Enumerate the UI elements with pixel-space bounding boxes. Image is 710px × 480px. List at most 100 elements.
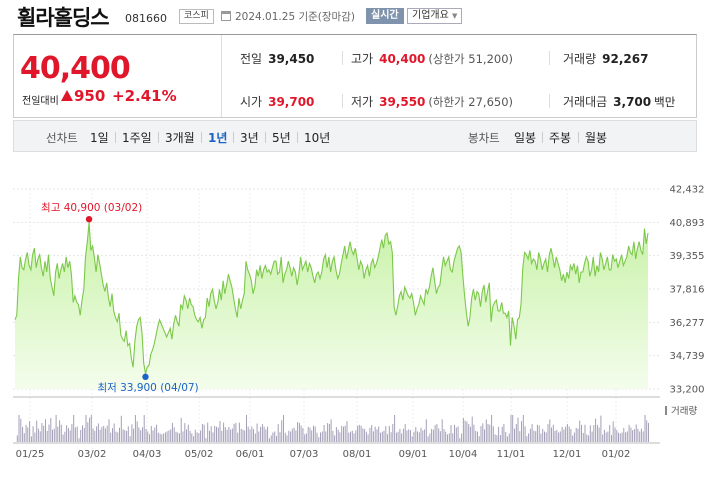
volume-bar: [425, 419, 427, 442]
volume-bar: [482, 423, 484, 442]
volume-bar: [454, 424, 455, 442]
volume-bar: [175, 431, 177, 442]
x-tick-label: 01/25: [16, 449, 45, 460]
period-1w[interactable]: 1주일: [122, 131, 152, 145]
volume-bar: [207, 422, 209, 442]
volume-bar: [540, 433, 542, 442]
volume-bar: [415, 427, 417, 442]
volume-bar: [471, 416, 473, 442]
volume-bar: [616, 430, 618, 442]
volume-bar: [267, 426, 269, 442]
volume-bar: [459, 438, 461, 442]
stat-open-label: 시가: [240, 95, 263, 109]
price-line: [14, 222, 649, 374]
volume-bar: [115, 431, 117, 442]
period-3y[interactable]: 3년: [240, 131, 259, 145]
volume-bar: [522, 415, 524, 442]
volume-bar: [124, 430, 126, 442]
stat-volume-value: 92,267: [602, 52, 649, 66]
volume-bar: [402, 428, 404, 442]
volume-bar: [334, 435, 336, 442]
realtime-button[interactable]: 실시간: [366, 8, 404, 24]
volume-bar: [505, 432, 507, 442]
candle-weekly[interactable]: 주봉: [549, 131, 572, 145]
x-tick-label: 09/01: [399, 449, 428, 460]
volume-bar: [149, 434, 150, 442]
volume-bar: [588, 435, 590, 442]
volume-bar: [408, 429, 410, 442]
stat-high: 고가 40,400 (상한가 51,200): [351, 50, 513, 67]
period-5y[interactable]: 5년: [272, 131, 291, 145]
volume-bar: [357, 425, 359, 442]
volume-bar: [380, 432, 381, 442]
volume-bar: [36, 420, 38, 442]
y-tick-label: 36,277: [670, 318, 705, 329]
volume-bar: [612, 421, 614, 442]
volume-bar: [545, 432, 547, 442]
volume-bar: [568, 426, 570, 442]
volume-bar: [427, 436, 429, 442]
volume-bar: [358, 424, 360, 442]
volume-bar: [284, 432, 286, 442]
volume-bar: [85, 415, 87, 442]
divider: [297, 132, 298, 143]
volume-bar: [194, 429, 196, 442]
volume-bar: [113, 423, 115, 442]
volume-bar: [119, 427, 120, 442]
volume-bar: [34, 432, 36, 442]
volume-bar: [117, 432, 119, 442]
volume-bar: [184, 423, 186, 442]
volume-bar: [203, 424, 205, 442]
volume-bar: [348, 432, 350, 442]
volume-bar: [362, 428, 364, 442]
volume-bar: [420, 427, 422, 442]
volume-bar: [55, 415, 57, 442]
company-overview-button[interactable]: 기업개요 ▼: [407, 8, 463, 24]
volume-bar: [337, 429, 339, 442]
volume-bar: [491, 415, 493, 442]
volume-bar: [367, 434, 369, 442]
volume-bar: [101, 426, 103, 442]
divider: [549, 51, 550, 65]
candle-monthly[interactable]: 월봉: [585, 131, 608, 145]
volume-bar: [193, 436, 195, 442]
candle-daily[interactable]: 일봉: [514, 131, 537, 145]
volume-bar: [551, 427, 552, 442]
volume-bar: [187, 424, 189, 442]
volume-bar: [365, 431, 367, 442]
volume-bar: [626, 431, 628, 442]
volume-bar: [129, 436, 131, 442]
x-tick-label: 11/01: [497, 449, 526, 460]
volume-bar: [96, 426, 98, 442]
volume-bar: [327, 423, 329, 442]
volume-bar: [168, 430, 170, 442]
volume-bar: [328, 423, 330, 442]
volume-bar: [432, 429, 434, 442]
volume-bar: [623, 427, 625, 442]
period-1y[interactable]: 1년: [208, 131, 228, 145]
stat-amount-value: 3,700: [613, 95, 652, 109]
volume-bar: [272, 432, 274, 442]
volume-bar: [339, 432, 341, 442]
volume-legend-swatch: [665, 406, 667, 415]
volume-bar: [140, 430, 142, 442]
volume-bar: [256, 423, 258, 442]
high-marker: [85, 215, 93, 223]
volume-bar: [538, 425, 540, 442]
volume-bar: [544, 431, 545, 442]
volume-bar: [478, 436, 480, 442]
volume-bar: [325, 431, 327, 442]
period-10y[interactable]: 10년: [304, 131, 331, 145]
volume-bar: [143, 415, 145, 442]
volume-bar: [450, 425, 452, 442]
period-3m[interactable]: 3개월: [165, 131, 195, 145]
volume-bar: [147, 431, 149, 442]
volume-bar: [397, 431, 399, 442]
volume-bar: [549, 419, 551, 442]
volume-bar: [73, 415, 75, 442]
volume-bar: [439, 431, 441, 442]
volume-bar: [43, 425, 45, 442]
volume-bar: [554, 430, 556, 442]
period-1d[interactable]: 1일: [90, 131, 109, 145]
stat-prev-label: 전일: [240, 52, 263, 66]
